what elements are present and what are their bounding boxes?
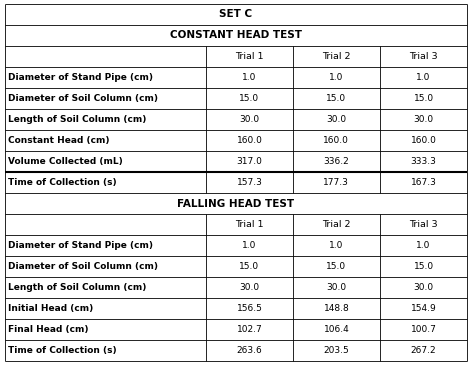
Text: Trial 2: Trial 2 bbox=[322, 52, 351, 61]
Text: Diameter of Soil Column (cm): Diameter of Soil Column (cm) bbox=[8, 262, 159, 271]
Text: 100.7: 100.7 bbox=[411, 325, 437, 334]
Text: Diameter of Soil Column (cm): Diameter of Soil Column (cm) bbox=[8, 94, 159, 103]
Text: 30.0: 30.0 bbox=[326, 115, 346, 124]
Text: SET C: SET C bbox=[219, 9, 253, 19]
Text: 336.2: 336.2 bbox=[323, 157, 349, 166]
Text: 102.7: 102.7 bbox=[236, 325, 262, 334]
Text: Length of Soil Column (cm): Length of Soil Column (cm) bbox=[8, 115, 147, 124]
Text: 333.3: 333.3 bbox=[411, 157, 437, 166]
Text: 160.0: 160.0 bbox=[323, 136, 349, 145]
Text: Time of Collection (s): Time of Collection (s) bbox=[8, 178, 117, 187]
Text: 148.8: 148.8 bbox=[323, 304, 349, 313]
Text: 106.4: 106.4 bbox=[323, 325, 349, 334]
Text: 15.0: 15.0 bbox=[413, 94, 434, 103]
Text: Volume Collected (mL): Volume Collected (mL) bbox=[8, 157, 123, 166]
Text: 1.0: 1.0 bbox=[242, 241, 257, 250]
Text: Trial 1: Trial 1 bbox=[235, 52, 264, 61]
Text: 167.3: 167.3 bbox=[411, 178, 437, 187]
Text: 30.0: 30.0 bbox=[239, 283, 260, 292]
Text: 317.0: 317.0 bbox=[236, 157, 262, 166]
Text: 1.0: 1.0 bbox=[416, 73, 431, 82]
Text: 1.0: 1.0 bbox=[329, 241, 344, 250]
Text: 15.0: 15.0 bbox=[326, 262, 346, 271]
Text: Length of Soil Column (cm): Length of Soil Column (cm) bbox=[8, 283, 147, 292]
Text: Trial 3: Trial 3 bbox=[409, 52, 438, 61]
Text: 15.0: 15.0 bbox=[239, 262, 260, 271]
Text: 1.0: 1.0 bbox=[242, 73, 257, 82]
Text: 157.3: 157.3 bbox=[236, 178, 262, 187]
Text: CONSTANT HEAD TEST: CONSTANT HEAD TEST bbox=[170, 30, 302, 40]
Text: 267.2: 267.2 bbox=[411, 346, 437, 356]
Text: Final Head (cm): Final Head (cm) bbox=[8, 325, 89, 334]
Text: 1.0: 1.0 bbox=[329, 73, 344, 82]
Text: Time of Collection (s): Time of Collection (s) bbox=[8, 346, 117, 356]
Text: 15.0: 15.0 bbox=[413, 262, 434, 271]
Text: Trial 3: Trial 3 bbox=[409, 220, 438, 229]
Text: 30.0: 30.0 bbox=[413, 283, 434, 292]
Text: 160.0: 160.0 bbox=[411, 136, 437, 145]
Text: 30.0: 30.0 bbox=[326, 283, 346, 292]
Text: Trial 1: Trial 1 bbox=[235, 220, 264, 229]
Text: 30.0: 30.0 bbox=[413, 115, 434, 124]
Text: 15.0: 15.0 bbox=[326, 94, 346, 103]
Text: Constant Head (cm): Constant Head (cm) bbox=[8, 136, 110, 145]
Text: 160.0: 160.0 bbox=[236, 136, 262, 145]
Text: Initial Head (cm): Initial Head (cm) bbox=[8, 304, 93, 313]
Text: 177.3: 177.3 bbox=[323, 178, 349, 187]
Text: 203.5: 203.5 bbox=[323, 346, 349, 356]
Text: 1.0: 1.0 bbox=[416, 241, 431, 250]
Text: Trial 2: Trial 2 bbox=[322, 220, 351, 229]
Text: 263.6: 263.6 bbox=[236, 346, 262, 356]
Text: Diameter of Stand Pipe (cm): Diameter of Stand Pipe (cm) bbox=[8, 73, 153, 82]
Text: 15.0: 15.0 bbox=[239, 94, 260, 103]
Text: FALLING HEAD TEST: FALLING HEAD TEST bbox=[177, 199, 295, 208]
Text: 154.9: 154.9 bbox=[411, 304, 437, 313]
Text: 156.5: 156.5 bbox=[236, 304, 262, 313]
Text: 30.0: 30.0 bbox=[239, 115, 260, 124]
Text: Diameter of Stand Pipe (cm): Diameter of Stand Pipe (cm) bbox=[8, 241, 153, 250]
